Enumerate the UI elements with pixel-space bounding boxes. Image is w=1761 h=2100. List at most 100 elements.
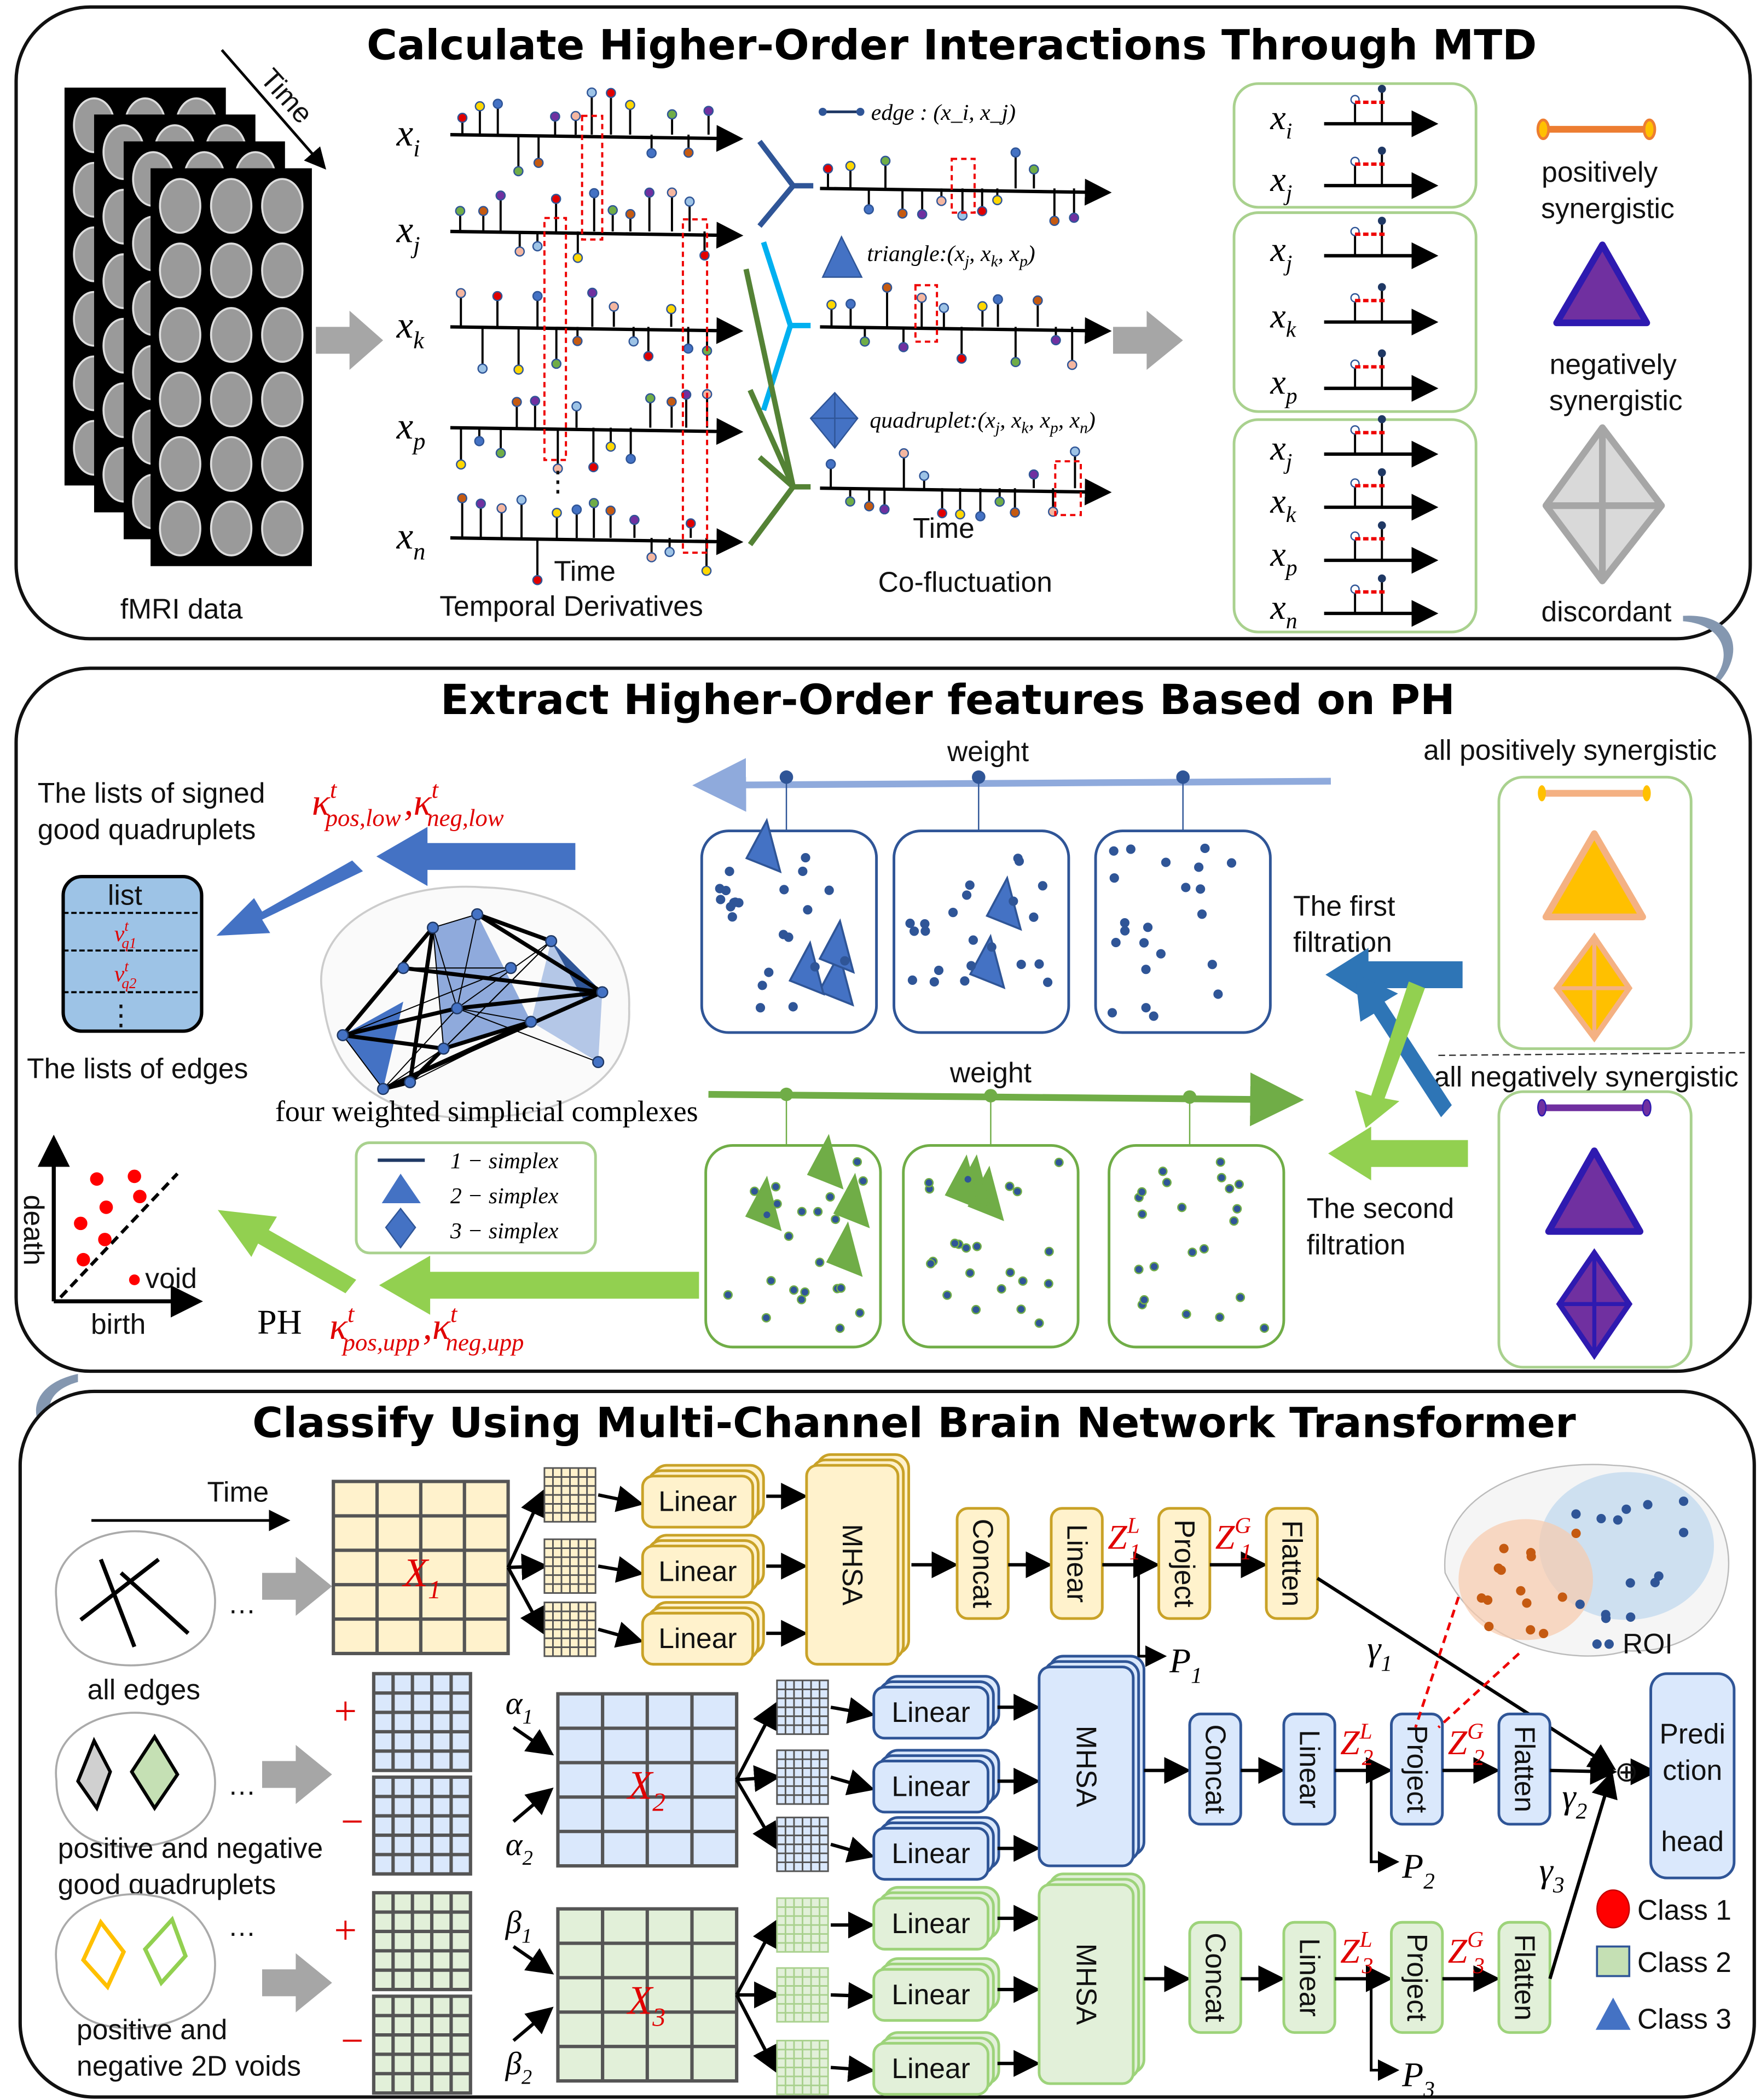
math-part: 3 [1362, 1953, 1374, 1978]
roi-node [1557, 1592, 1567, 1602]
var: x [1270, 428, 1285, 467]
filtration-point [972, 770, 986, 784]
var: x [1270, 160, 1285, 199]
stem-head [551, 358, 562, 369]
math-part: k [1286, 317, 1297, 343]
stem-head [606, 88, 616, 98]
stem-head [879, 504, 890, 515]
node [1107, 1008, 1117, 1018]
local-embedding-label: ZL 1 [1108, 1513, 1144, 1564]
simplex [432, 914, 531, 1049]
math-part: G [1467, 1927, 1484, 1952]
linear-layer-label: Linear [891, 1696, 970, 1728]
class3-icon [1595, 1997, 1631, 2030]
split-arrow [736, 1765, 781, 1792]
2-simplex-icon [381, 1173, 421, 1204]
stem-head [625, 454, 636, 464]
simplex [531, 941, 603, 1063]
math-part: k [1022, 419, 1029, 437]
stem-head [552, 463, 563, 474]
node [1139, 938, 1149, 948]
filtration-point [779, 1087, 793, 1101]
channel-weight: α1 [506, 1685, 536, 1729]
spacer [1485, 1723, 1487, 1762]
node [835, 1324, 845, 1333]
stem-head [1377, 574, 1386, 583]
math-part: 2 [1576, 1799, 1588, 1824]
filtration-point [779, 770, 793, 784]
node [1120, 918, 1129, 928]
math-part: 1 [1241, 1539, 1252, 1564]
stem-head [571, 504, 582, 515]
node [840, 956, 850, 966]
stem-head [644, 187, 655, 198]
stem-head [474, 101, 485, 112]
network-edge [456, 941, 552, 1009]
roi-node [1625, 1578, 1635, 1588]
stem-head [664, 547, 675, 558]
mhsa-block [1038, 1666, 1135, 1867]
all-negative-label: all negatively synergistic [1434, 1060, 1739, 1092]
node [725, 866, 734, 877]
stem-head [1377, 521, 1386, 530]
math-part: β [505, 2045, 522, 2081]
simplex [818, 951, 854, 1007]
signed-lists-label: The lists of signed [38, 777, 265, 809]
node [1029, 912, 1039, 922]
simplex [833, 1173, 870, 1228]
brain-slice [159, 307, 201, 363]
stem-head [532, 241, 543, 252]
stem-head [513, 364, 524, 375]
stem-head [899, 448, 910, 459]
panel-mtd: Calculate Higher-Order Interactions Thro… [14, 5, 1752, 641]
linear-layer-label: Linear [658, 1622, 737, 1654]
stem-head [646, 148, 657, 159]
node [948, 908, 958, 918]
node [797, 1295, 807, 1304]
channel-label: all edges [88, 1673, 200, 1705]
node [1044, 1279, 1053, 1289]
simplex [945, 1154, 982, 1210]
stem-head [1010, 357, 1021, 368]
node [788, 1002, 798, 1012]
stem-head [605, 441, 616, 452]
simplex-legend: 1 − simplex 2 − simplex 3 − simplex [355, 1141, 597, 1255]
projection-label: P3 [1401, 2055, 1438, 2100]
node [987, 942, 997, 952]
math-part: γ [1367, 1629, 1382, 1668]
roi-node [1493, 1563, 1503, 1573]
roi-node [1571, 1509, 1581, 1519]
node [1141, 1003, 1151, 1013]
stem-head [530, 396, 541, 407]
node [1217, 1173, 1226, 1182]
math-part: G [1235, 1513, 1251, 1538]
separator: , [1000, 408, 1011, 433]
green-arrow [217, 1210, 356, 1293]
node [934, 965, 944, 976]
signal-label: xp [1270, 535, 1297, 581]
linear-layer-label: Linear [658, 1486, 737, 1517]
math-part: x [396, 405, 414, 446]
math-part: q2 [121, 975, 136, 991]
brain-slice [210, 178, 253, 234]
signed-matrix [372, 1672, 472, 1772]
tuple-var: x [1009, 241, 1020, 266]
roi-node [1596, 1513, 1606, 1524]
stem-head [1377, 349, 1386, 358]
math-part: p [1284, 555, 1297, 581]
node [797, 1206, 807, 1216]
network-node [451, 1002, 464, 1014]
math-part: p [1284, 384, 1297, 409]
spacer [1202, 1641, 1205, 1680]
legend-negative-line1: negatively [1550, 348, 1677, 380]
stem-head [645, 393, 656, 404]
channel-weight: β2 [505, 2045, 535, 2089]
linear-layer [641, 1611, 755, 1666]
simplex [745, 817, 782, 874]
stem-head [587, 87, 597, 98]
node [1177, 1203, 1187, 1213]
roi-node [1621, 1504, 1631, 1514]
separator: ) [1027, 241, 1035, 266]
stem-head [1010, 507, 1020, 518]
math-part: 3 [1473, 1953, 1485, 1978]
